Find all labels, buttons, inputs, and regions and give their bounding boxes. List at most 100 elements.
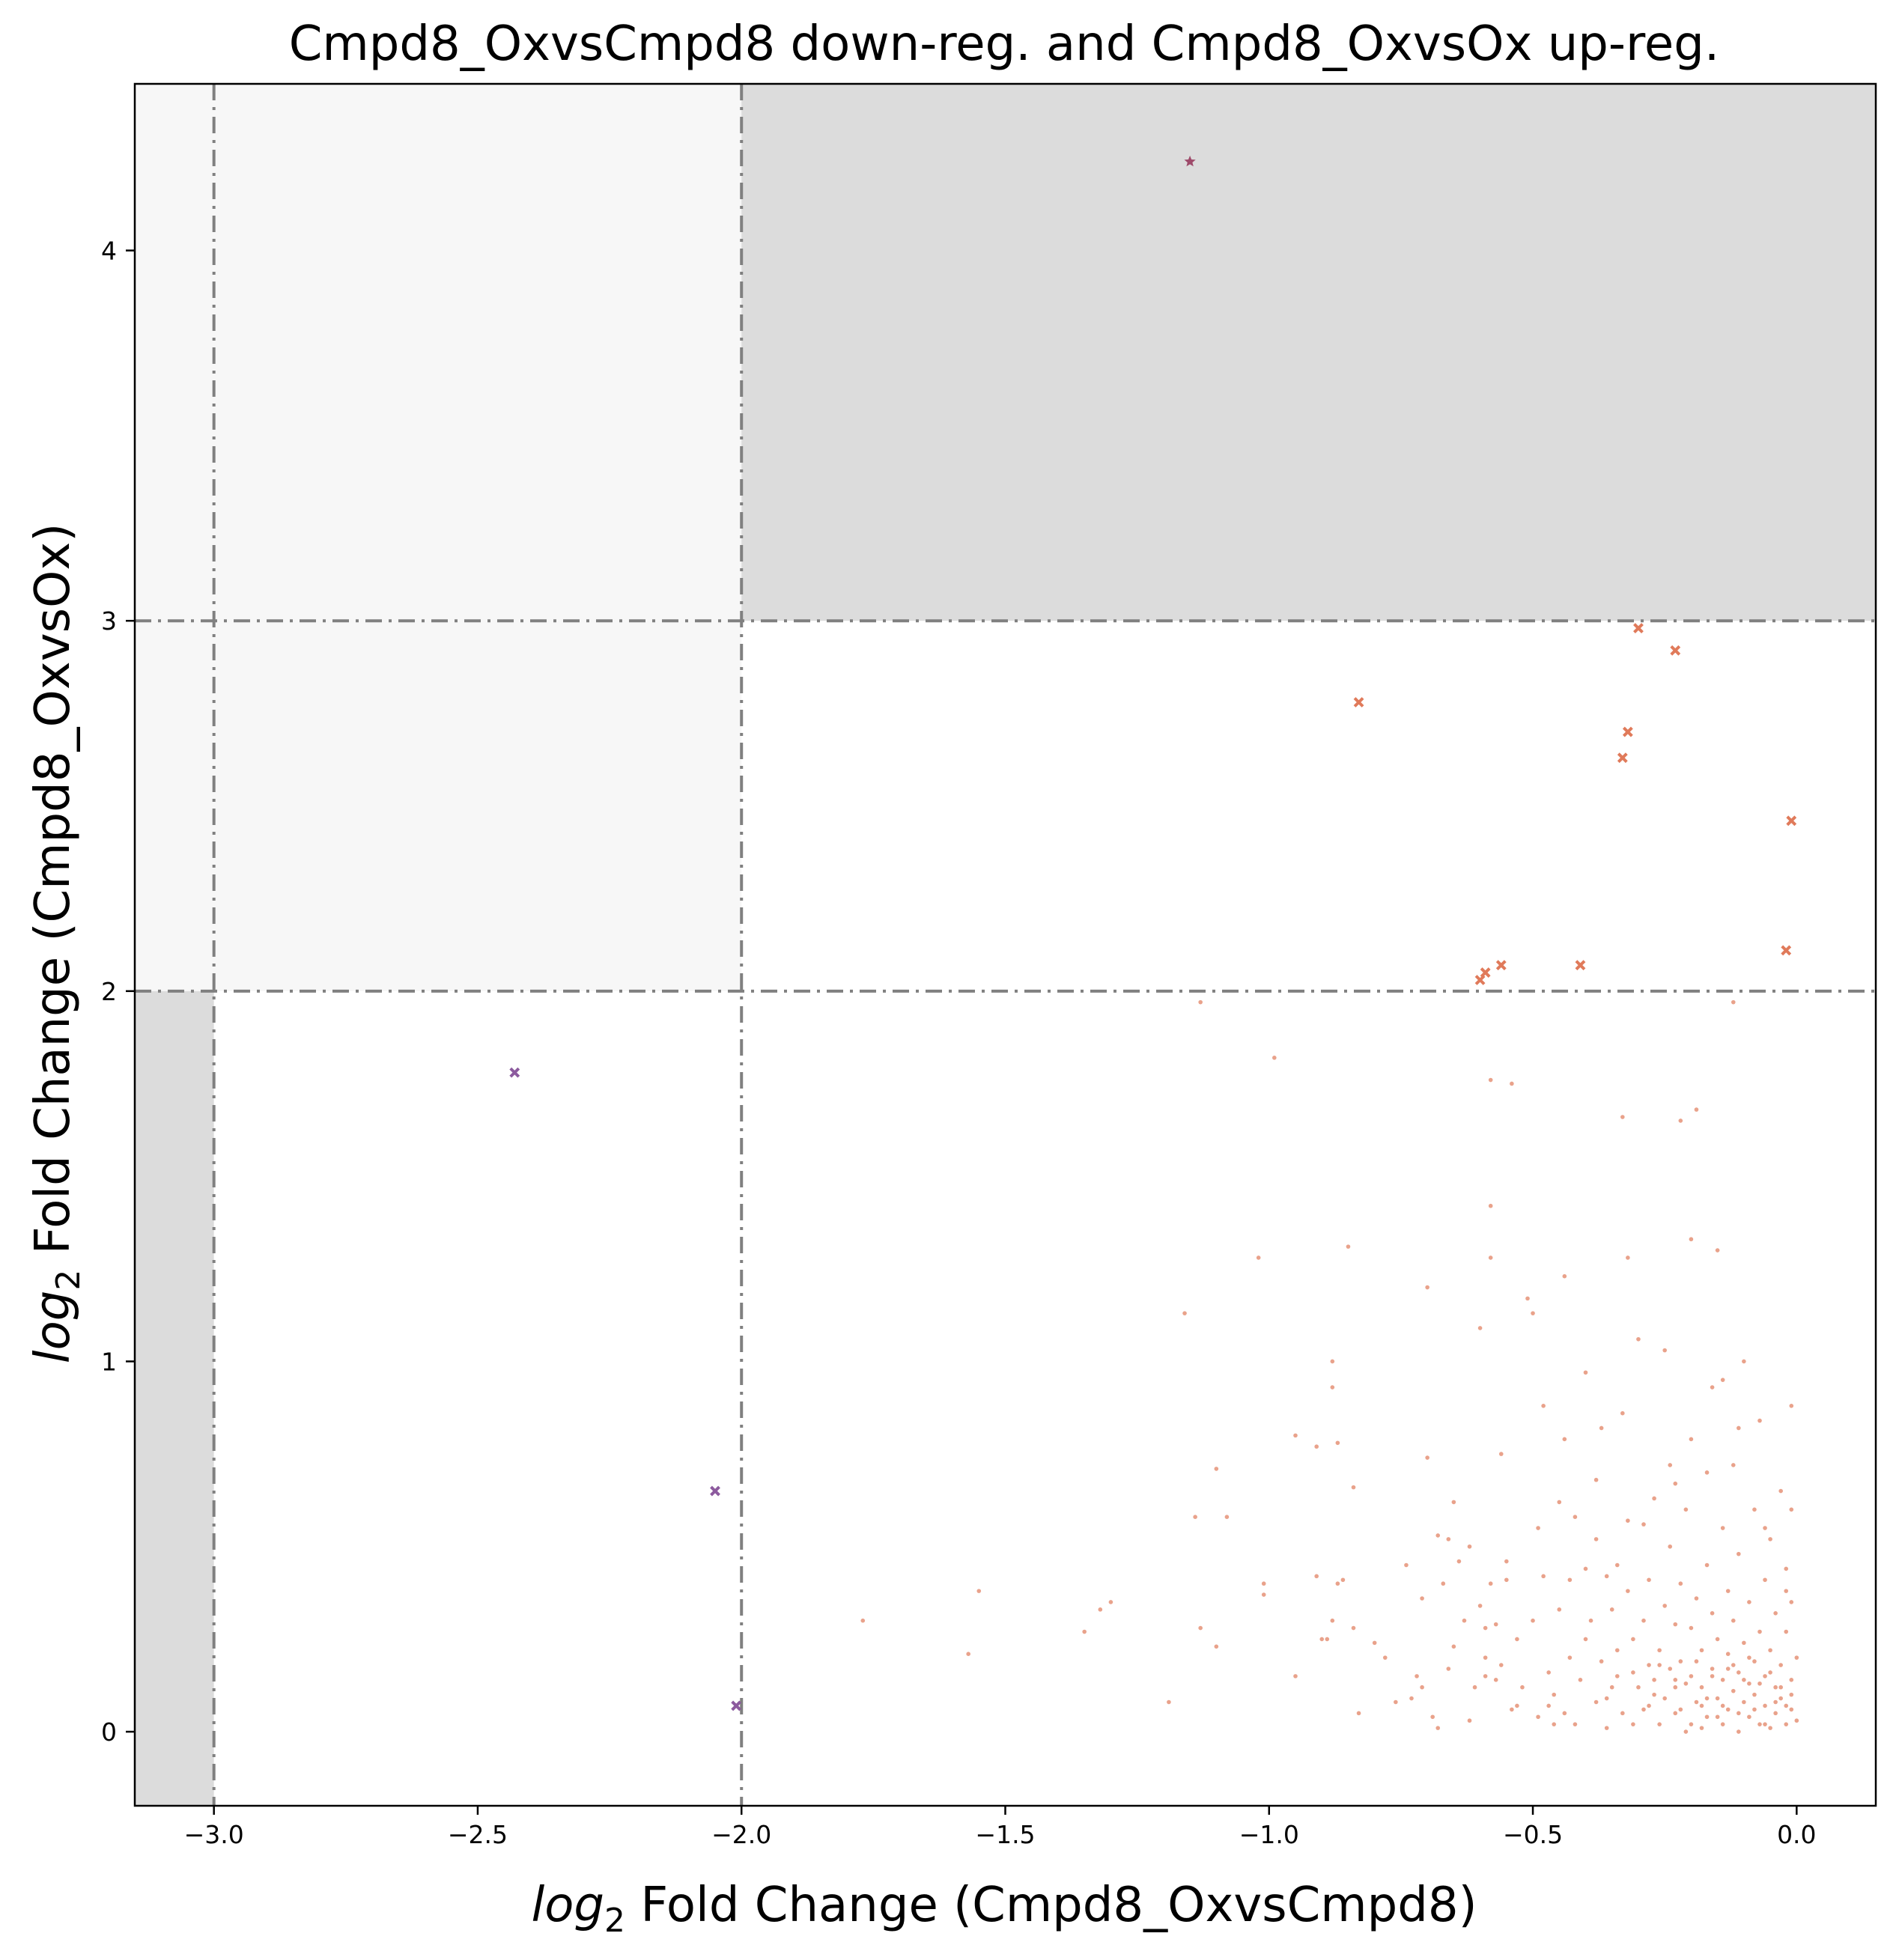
scatter-point [1720, 1678, 1725, 1682]
scatter-point [1631, 1637, 1635, 1642]
scatter-point-x [1622, 726, 1633, 737]
scatter-point [1678, 1119, 1683, 1123]
y-axis-label-sub: 2 [49, 1270, 88, 1291]
scatter-point [1647, 1703, 1651, 1708]
scatter-point [1614, 1648, 1620, 1653]
scatter-point [1747, 1600, 1751, 1604]
scatter-point [1673, 1481, 1678, 1486]
scatter-point [1784, 1703, 1789, 1708]
scatter-point [1647, 1577, 1651, 1583]
scatter-point [1467, 1718, 1472, 1723]
scatter-point-x [1633, 623, 1644, 634]
scatter-point [1261, 1581, 1266, 1586]
scatter-point [1546, 1670, 1551, 1675]
scatter-point [1737, 1729, 1741, 1734]
scatter-point [1731, 1618, 1736, 1623]
scatter-point [1541, 1404, 1546, 1408]
scatter-point [1715, 1714, 1720, 1720]
scatter-point [1604, 1574, 1609, 1579]
scatter-point [1673, 1684, 1678, 1690]
scatter-point [1483, 1625, 1488, 1631]
scatter-point [1198, 999, 1203, 1005]
scatter-point [1778, 1663, 1783, 1667]
scatter-point [1631, 1670, 1635, 1675]
scatter-point [976, 1589, 982, 1593]
scatter-point [1773, 1711, 1778, 1716]
data-points [509, 155, 1799, 1734]
scatter-point [1446, 1537, 1451, 1541]
scatter-point [1626, 1256, 1630, 1260]
scatter-point [1614, 1674, 1620, 1679]
scatter-point [860, 1618, 866, 1623]
scatter-point [1652, 1496, 1656, 1501]
scatter-point [1272, 1056, 1277, 1060]
x-axis-label: log2 Fold Change (Cmpd8_OxvsCmpd8) [531, 1878, 1477, 1940]
scatter-point [1562, 1437, 1567, 1442]
scatter-point [1657, 1663, 1662, 1667]
scatter-point [1710, 1674, 1715, 1679]
scatter-point [1763, 1722, 1767, 1726]
scatter-point [1789, 1404, 1794, 1408]
scatter-point [1256, 1256, 1261, 1260]
scatter-point [1214, 1644, 1219, 1649]
scatter-point [1778, 1684, 1783, 1690]
scatter-point [1488, 1203, 1493, 1208]
scatter-point [1477, 1326, 1483, 1330]
scatter-point [1742, 1699, 1746, 1705]
x-axis-label-sub: 2 [604, 1902, 625, 1940]
y-tick-label: 4 [101, 237, 117, 266]
scatter-point [1784, 1566, 1789, 1571]
scatter-point-x [1781, 945, 1792, 956]
scatter-point [1451, 1500, 1456, 1505]
scatter-point [1557, 1607, 1562, 1612]
scatter-point [1763, 1674, 1767, 1679]
shaded-region-2 [741, 84, 1876, 621]
scatter-point [1768, 1537, 1772, 1541]
x-tick-label: −2.5 [448, 1820, 508, 1849]
scatter-point [1715, 1696, 1720, 1701]
scatter-point [1472, 1684, 1477, 1690]
scatter-point [1620, 1115, 1625, 1119]
scatter-point [1747, 1655, 1751, 1660]
scatter-point [1704, 1696, 1710, 1701]
scatter-point [1356, 1711, 1361, 1716]
y-axis-label-log: log [25, 1291, 81, 1364]
scatter-point [1689, 1722, 1694, 1726]
scatter-point [1668, 1544, 1673, 1549]
scatter-point [1678, 1707, 1683, 1712]
scatter-point [1599, 1425, 1604, 1431]
scatter-point [1641, 1618, 1646, 1623]
shaded-region-0 [135, 990, 214, 1806]
scatter-point-x [1495, 960, 1507, 971]
scatter-point [1562, 1711, 1567, 1716]
scatter-point [1098, 1607, 1103, 1612]
scatter-point [1737, 1551, 1741, 1556]
scatter-point [1488, 1077, 1493, 1083]
scatter-point [1293, 1433, 1298, 1438]
scatter-point [1694, 1107, 1699, 1112]
scatter-point-x [1670, 645, 1681, 656]
scatter-point [1314, 1444, 1319, 1449]
scatter-point [1493, 1622, 1498, 1627]
scatter-point [1404, 1562, 1409, 1568]
scatter-point [1789, 1678, 1794, 1682]
scatter-point [1710, 1610, 1715, 1616]
scatter-point [1725, 1707, 1731, 1712]
scatter-point [1694, 1596, 1699, 1601]
scatter-point [1747, 1681, 1751, 1686]
scatter-point [1689, 1237, 1694, 1242]
scatter-point [1525, 1296, 1530, 1301]
scatter-point [1683, 1729, 1689, 1734]
x-tick-label: −1.5 [975, 1820, 1035, 1849]
scatter-point [1641, 1707, 1646, 1712]
threshold-lines [135, 84, 1876, 1806]
scatter-point [1757, 1418, 1762, 1423]
scatter-point [1430, 1714, 1435, 1720]
scatter-point [1662, 1696, 1667, 1701]
scatter-point [1678, 1581, 1683, 1586]
scatter-point [1567, 1577, 1573, 1583]
scatter-point [1699, 1648, 1704, 1653]
scatter-point [1425, 1285, 1429, 1290]
scatter-point [1609, 1607, 1614, 1612]
